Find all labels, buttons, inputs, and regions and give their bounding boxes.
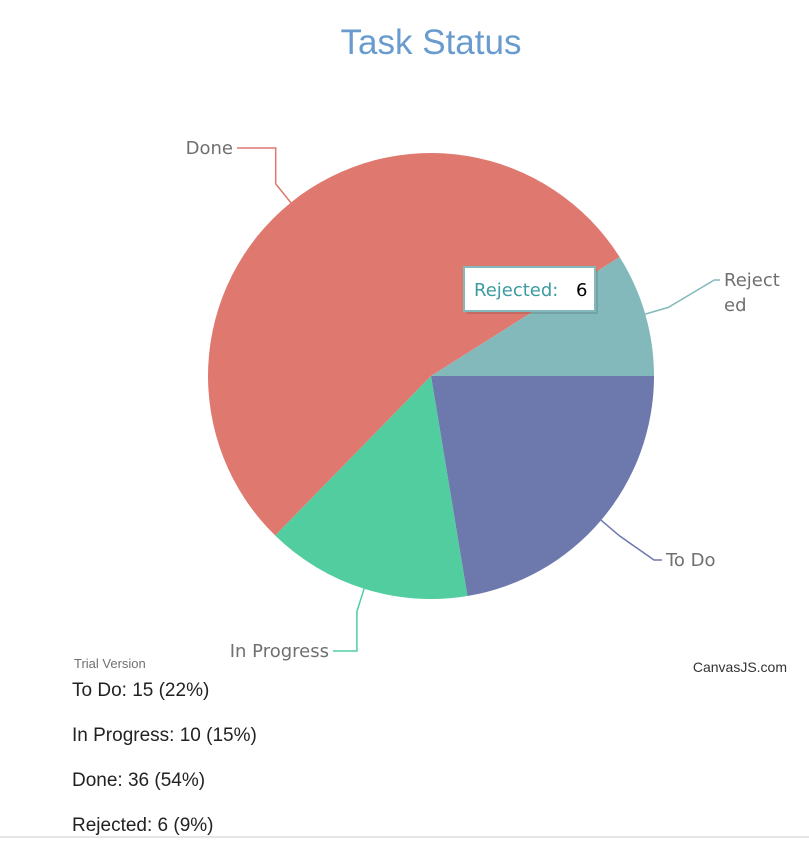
pie-chart: Task Status To Do In Progress Done Reject ed R… <box>74 23 787 675</box>
pie-slice-rejected[interactable] <box>431 257 654 376</box>
trial-version-label: Trial Version <box>74 656 146 671</box>
tooltip-value: 6 <box>576 280 587 301</box>
index-label-connector-to-do <box>600 519 662 561</box>
canvasjs-credit-link[interactable]: CanvasJS.com <box>693 659 787 675</box>
index-label-connector-in-progress <box>333 588 365 652</box>
pie-chart-svg: Task Status To Do In Progress Done Reject ed R… <box>74 23 787 675</box>
index-label-connector-done <box>237 147 292 204</box>
summary-item-done: Done: 36 (54%) <box>72 770 206 791</box>
index-label-to-do: To Do <box>665 550 716 571</box>
chart-title: Task Status <box>341 23 522 62</box>
summary-item-in-progress: In Progress: 10 (15%) <box>72 725 257 746</box>
pie-slices <box>208 153 654 599</box>
bottom-divider <box>0 836 809 838</box>
summary-item-rejected: Rejected: 6 (9%) <box>72 815 214 836</box>
index-label-done: Done <box>186 138 233 159</box>
index-label-in-progress: In Progress <box>230 641 329 662</box>
tooltip-label: Rejected: <box>474 280 558 301</box>
pie-index-labels: To Do In Progress Done Reject ed <box>186 138 780 662</box>
summary-item-to-do: To Do: 15 (22%) <box>72 680 210 701</box>
chart-tooltip: Rejected: 6 <box>463 266 598 314</box>
index-label-connector-rejected <box>644 279 720 315</box>
pie-slice-to-do[interactable] <box>431 376 654 596</box>
tooltip-box <box>463 266 596 312</box>
pie-slice-in-progress[interactable] <box>275 376 468 599</box>
index-label-rejected: Reject ed <box>724 270 780 316</box>
task-summary-list: To Do: 15 (22%) In Progress: 10 (15%) Do… <box>72 676 257 856</box>
pie-slice-done[interactable] <box>208 153 620 536</box>
